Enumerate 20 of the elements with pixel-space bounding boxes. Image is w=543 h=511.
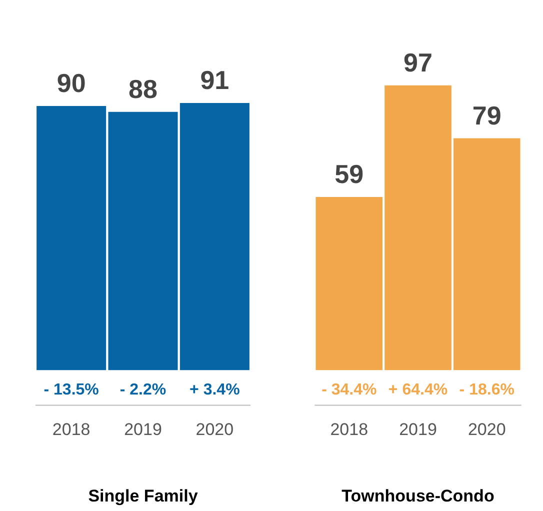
x-tick-label: 2018	[330, 420, 368, 440]
data-label: 90	[56, 68, 86, 98]
annotation: - 18.6%	[459, 382, 514, 399]
data-label: 79	[472, 100, 502, 130]
x-tick-label: 2019	[399, 420, 437, 440]
annotation: - 34.4%	[322, 382, 377, 399]
annotation: - 13.5%	[44, 382, 99, 399]
data-label: 88	[128, 74, 158, 104]
data-label: 97	[404, 48, 432, 78]
x-tick-label: 2018	[52, 420, 90, 440]
annotation: + 64.4%	[388, 382, 448, 399]
x-tick-label: 2020	[196, 420, 234, 440]
x-axis-title: Single Family	[88, 486, 198, 506]
x-tick-label: 2020	[468, 420, 506, 440]
annotation: - 2.2%	[120, 382, 166, 399]
data-label: 59	[334, 159, 364, 190]
x-axis-title: Townhouse-Condo	[342, 486, 494, 506]
data-label: 91	[200, 65, 230, 96]
x-tick-label: 2019	[124, 420, 162, 440]
annotation: + 3.4%	[190, 382, 240, 399]
